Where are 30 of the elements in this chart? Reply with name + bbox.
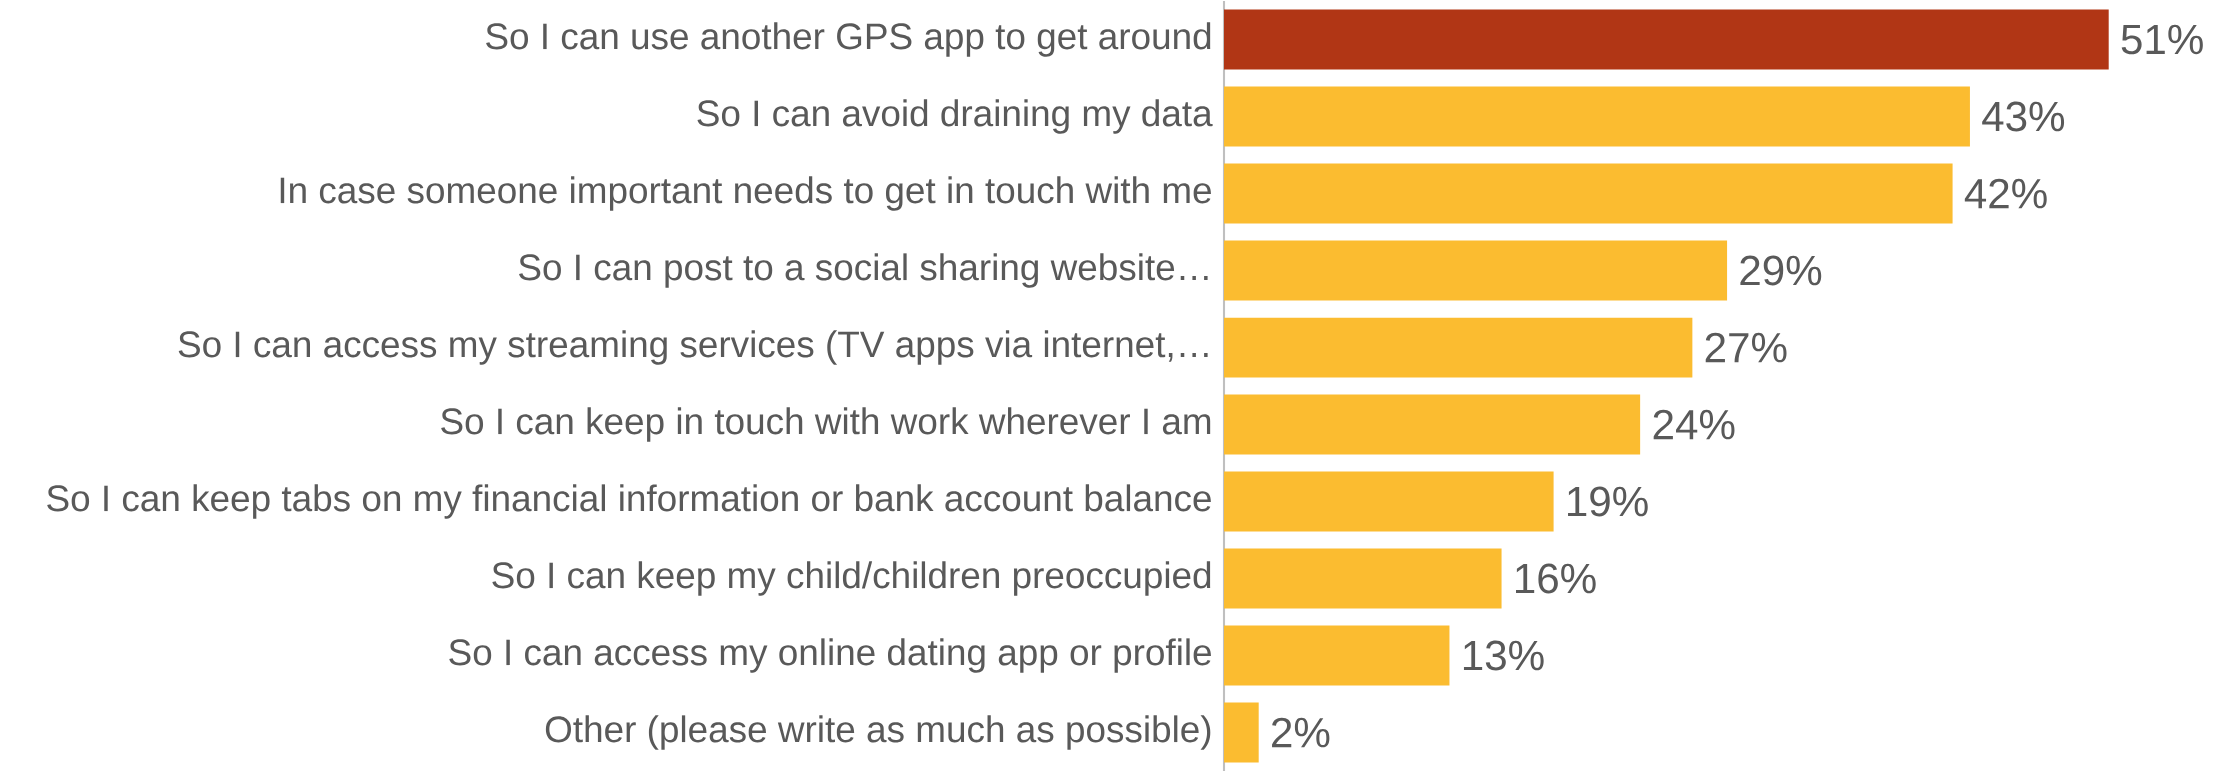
bar: [1224, 702, 1259, 763]
bar: [1224, 9, 2109, 70]
data-label: 19%: [1568, 486, 1648, 517]
data-label: 27%: [1705, 332, 1787, 363]
bar: [1224, 625, 1450, 686]
y-tick-label: So I can keep my child/children preoccupied: [492, 561, 1211, 596]
y-tick-label: So I can use another GPS app to get around: [486, 22, 1211, 57]
bar: [1224, 240, 1728, 301]
y-tick-label: In case someone important needs to get in touch with me: [280, 176, 1211, 211]
data-label: 43%: [1982, 101, 2065, 132]
data-label: 2%: [1272, 717, 1330, 748]
y-tick-label: So I can avoid draining my data: [697, 99, 1213, 134]
bar: [1224, 86, 1970, 147]
data-label: 29%: [1740, 255, 1822, 286]
y-tick-label: So I can post to a social sharing website…: [519, 253, 1208, 288]
data-label: 24%: [1653, 409, 1735, 440]
data-label: 42%: [1964, 178, 2047, 209]
bar: [1224, 471, 1554, 532]
y-tick-label: So I can access my online dating app or profile: [449, 638, 1211, 673]
y-tick-label: So I can access my streaming services (TV apps via internet,…: [178, 330, 1208, 365]
bar: [1224, 548, 1502, 609]
bar: [1224, 394, 1641, 455]
bar: [1224, 317, 1693, 378]
data-label: 13%: [1463, 640, 1544, 671]
bar: [1224, 163, 1953, 224]
data-label: 16%: [1516, 563, 1596, 594]
y-tick-label: So I can keep tabs on my financial information or bank account balance: [47, 484, 1211, 519]
data-label: 51%: [2121, 24, 2203, 55]
y-tick-label: So I can keep in touch with work wherever I am: [441, 407, 1211, 442]
y-tick-label: Other (please write as much as possible): [545, 715, 1211, 750]
